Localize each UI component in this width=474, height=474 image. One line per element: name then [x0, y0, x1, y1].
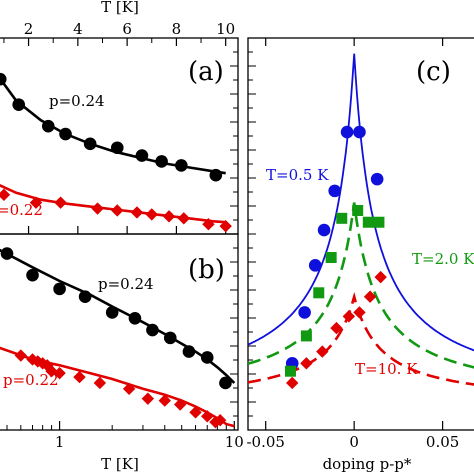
- fit-line-a: [0, 76, 226, 175]
- data-point-c: [352, 204, 364, 216]
- data-point-c: [373, 216, 385, 228]
- data-point-c: [362, 216, 374, 228]
- data-point-a: [177, 212, 190, 225]
- data-point-c: [374, 270, 387, 284]
- data-point-b: [200, 351, 214, 364]
- data-point-c: [330, 321, 343, 335]
- data-point-b: [14, 349, 28, 362]
- label-a-black: p=0.24: [49, 92, 105, 110]
- tick-labels: 2 4 6 8 101 10 -0.05 0 0.05: [24, 20, 460, 451]
- data-point-b: [105, 306, 119, 319]
- data-point-b: [213, 414, 227, 427]
- data-point-b: [158, 394, 171, 407]
- fit-line-c: [247, 291, 474, 386]
- data-point-a: [12, 98, 26, 111]
- tick-label-c-bottom: 0: [349, 433, 359, 451]
- data-point-b: [146, 323, 159, 337]
- data-point-b: [26, 268, 39, 282]
- tick-label-a-top: 10: [216, 20, 235, 38]
- data-point-b: [189, 406, 202, 419]
- data-point-c: [316, 345, 329, 358]
- data-point-a: [162, 210, 176, 223]
- data-point-a: [175, 159, 188, 172]
- data-point-b: [122, 382, 136, 396]
- data-point-a: [110, 141, 124, 155]
- data-point-c: [298, 306, 311, 319]
- tick-label-a-top: 8: [172, 20, 182, 38]
- data-point-c: [308, 259, 322, 272]
- data-point-a: [59, 127, 72, 141]
- data-point-c: [317, 223, 331, 237]
- fit-line-b: [0, 248, 236, 384]
- data-point-a: [130, 206, 144, 219]
- data-point-b: [0, 247, 14, 260]
- label-b-red: p=0.22: [3, 371, 59, 389]
- data-point-c: [363, 290, 377, 303]
- data-point-a: [41, 119, 55, 133]
- panel-label-b: (b): [188, 255, 225, 285]
- data-point-a: [91, 202, 104, 215]
- tick-label-b-bottom: 10: [225, 433, 244, 451]
- bottom-axis-title: T [K]: [101, 455, 139, 473]
- data-point-b: [53, 366, 66, 380]
- data-point-c: [284, 365, 296, 377]
- data-point-b: [53, 282, 66, 296]
- panel-label-c: (c): [416, 57, 451, 87]
- data-point-a: [29, 196, 43, 209]
- data-point-a: [209, 168, 223, 182]
- data-point-a: [202, 218, 215, 231]
- panel-label-a: (a): [188, 57, 224, 87]
- data-point-a: [54, 196, 67, 209]
- data-point-c: [300, 330, 312, 342]
- data-point-b: [173, 398, 187, 411]
- tick-label-c-bottom: 0.05: [426, 433, 459, 451]
- data-point-c: [353, 125, 366, 139]
- data-point-b: [73, 370, 86, 384]
- data-point-b: [201, 410, 214, 423]
- label-b-black: p=0.24: [98, 275, 154, 293]
- data-point-b: [78, 290, 92, 304]
- data-point-c: [286, 376, 299, 390]
- data-point-a: [0, 188, 11, 201]
- tick-label-a-top: 6: [122, 20, 132, 38]
- data-point-c: [353, 306, 366, 319]
- data-point-b: [219, 376, 232, 390]
- data-point-b: [141, 392, 155, 405]
- tick-label-b-bottom: 1: [55, 433, 65, 451]
- top-axis-title: T [K]: [101, 0, 139, 16]
- fit-line-c: [247, 53, 474, 352]
- data-point-a: [145, 208, 158, 221]
- label-a-red: =0.22: [0, 201, 43, 219]
- label-c-blue: T=0.5 K: [266, 166, 329, 184]
- bottom-axis-title-c: doping p-p*: [323, 455, 412, 473]
- data-point-a: [219, 219, 232, 233]
- label-c-red: T=10. K: [355, 360, 418, 378]
- data-point-c: [340, 125, 354, 139]
- data-point-b: [163, 331, 177, 345]
- data-point-c: [325, 252, 337, 264]
- data-point-a: [155, 155, 168, 168]
- data-point-c: [313, 287, 325, 299]
- data-point-a: [111, 204, 124, 217]
- data-point-a: [135, 149, 149, 162]
- tick-label-a-top: 4: [73, 20, 83, 38]
- data-point-a: [83, 137, 97, 151]
- data-point-c: [370, 172, 384, 186]
- data-markers: [0, 72, 387, 429]
- data-point-c: [328, 184, 341, 198]
- data-point-b: [182, 345, 196, 358]
- tick-label-a-top: 2: [24, 20, 34, 38]
- data-point-b: [128, 311, 142, 325]
- data-point-b: [31, 355, 44, 368]
- data-point-c: [300, 357, 313, 370]
- data-point-c: [342, 310, 356, 323]
- data-point-a: [0, 72, 7, 86]
- label-c-green: T=2.0 K: [412, 250, 474, 268]
- data-point-c: [336, 212, 348, 224]
- fit-line-c: [247, 202, 474, 369]
- tick-label-c-bottom: -0.05: [246, 433, 284, 451]
- data-point-b: [93, 376, 107, 390]
